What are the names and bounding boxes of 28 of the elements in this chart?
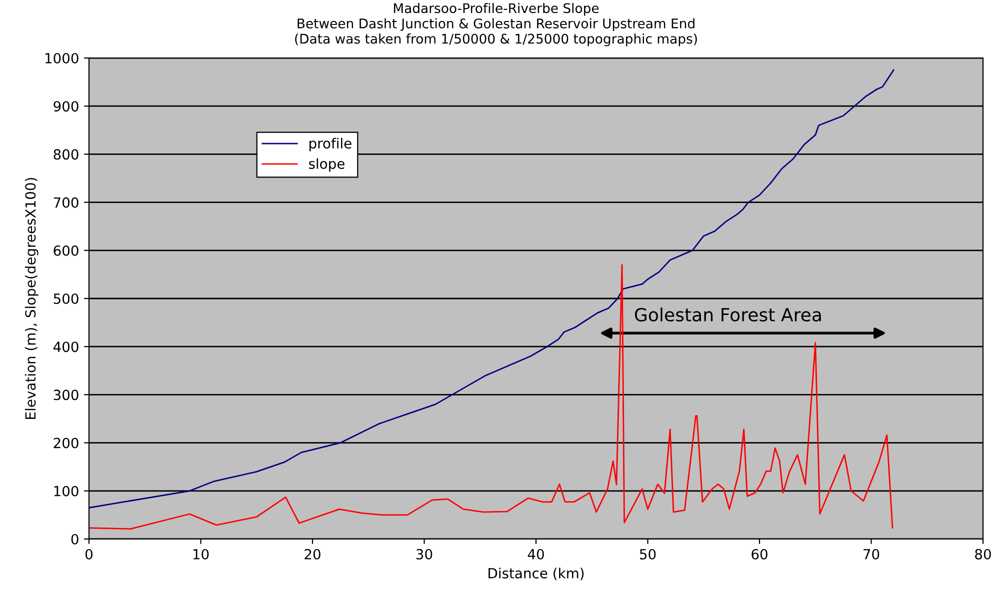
chart-title: Madarsoo-Profile-Riverbe Slope Between Dasht Junction & Golestan Reservoir Upstream End (Data was taken from 1/50000 & 1/25000 topographic maps) — [295, 2, 697, 46]
annotation: Golestan Forest Area — [634, 308, 821, 322]
y-tick-label: 600 — [54, 245, 78, 256]
y-tick-label: 400 — [53, 342, 78, 352]
x-tick-label: 70 — [864, 548, 880, 560]
x-tick-label: 20 — [304, 548, 320, 560]
y-axis-title: Elevation (m), Slope(degreesX100) — [24, 178, 38, 419]
y-tick-label: 900 — [54, 101, 78, 112]
y-tick-label: 1000 — [45, 52, 78, 64]
x-tick-label: 80 — [975, 548, 991, 560]
y-tick-label: 0 — [71, 534, 78, 544]
y-tick-label: 800 — [54, 149, 78, 160]
x-tick-label: 60 — [752, 548, 768, 560]
x-tick-label: 10 — [193, 548, 209, 560]
line-series — [89, 264, 894, 530]
x-axis-title: Distance (km) — [488, 568, 584, 580]
legend-label: profile — [310, 138, 352, 152]
y-tick-label: 100 — [54, 486, 78, 496]
y-tick-label: 300 — [54, 390, 78, 400]
line-series — [89, 69, 894, 508]
x-tick-label: 40 — [528, 548, 544, 560]
y-tick-label: 200 — [54, 438, 78, 448]
legend-label: slope — [309, 158, 344, 172]
x-tick-label: 30 — [416, 548, 432, 560]
y-tick-label: 500 — [54, 293, 78, 304]
x-tick-label: 50 — [640, 548, 656, 560]
x-tick-label: 0 — [85, 548, 92, 560]
y-tick-label: 700 — [54, 197, 78, 208]
